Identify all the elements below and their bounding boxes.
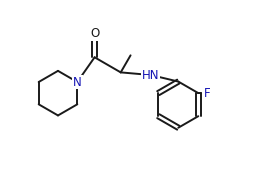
Text: F: F [204,87,211,100]
Text: O: O [90,27,99,40]
Text: N: N [73,75,82,88]
Text: HN: HN [142,68,160,82]
